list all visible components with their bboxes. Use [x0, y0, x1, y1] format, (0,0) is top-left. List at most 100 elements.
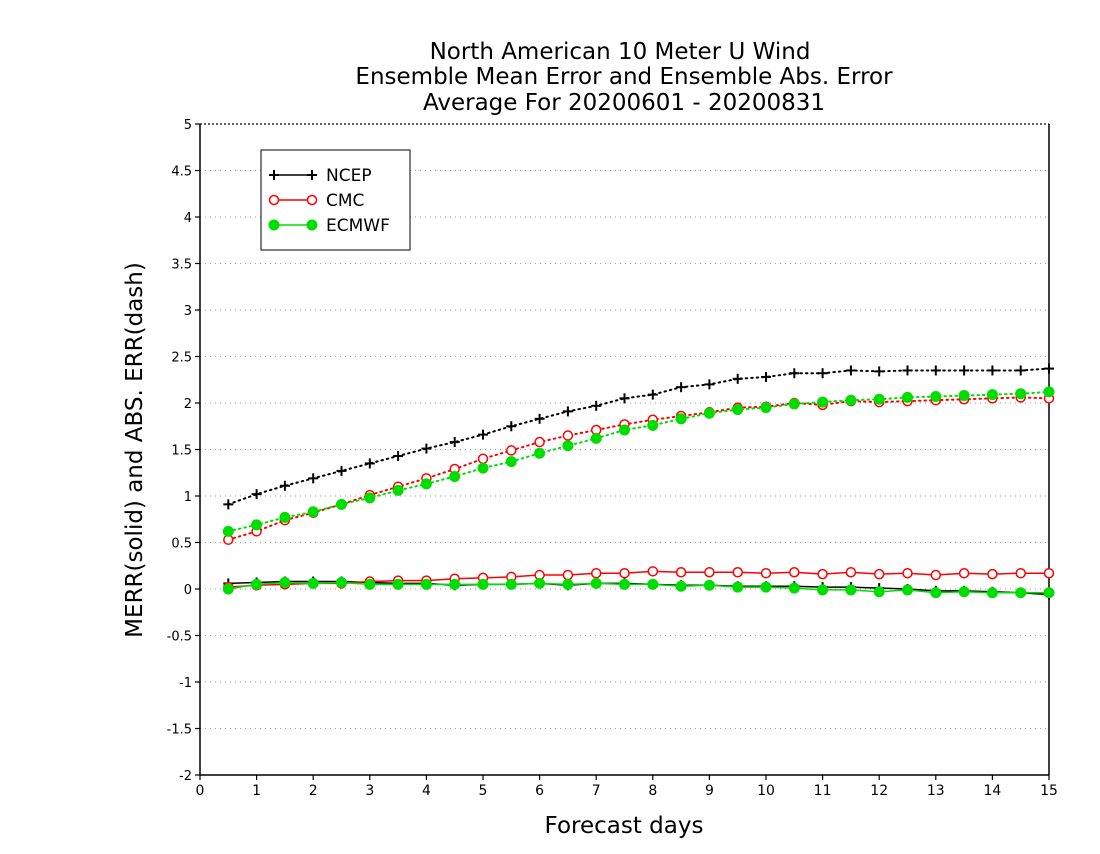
- point-ecmwf-abs-err: [534, 447, 546, 459]
- point-ncep-abs-err: [449, 437, 460, 448]
- point-ecmwf-abs-err: [364, 492, 376, 504]
- point-ecmwf-mean-err: [619, 578, 630, 590]
- x-tick-label: 11: [814, 783, 832, 799]
- y-tick-label: 0: [184, 583, 192, 598]
- point-ecmwf-mean-err: [1043, 587, 1055, 599]
- point-ecmwf-mean-err: [222, 583, 234, 595]
- point-ecmwf-mean-err: [307, 577, 319, 589]
- point-cmc-mean-err: [930, 569, 942, 581]
- point-ncep-abs-err: [817, 368, 828, 379]
- point-ecmwf-abs-err: [930, 390, 942, 402]
- legend-marker-cmc: [306, 194, 318, 206]
- point-ecmwf-abs-err: [619, 424, 630, 436]
- point-cmc-mean-err: [619, 567, 630, 579]
- title-line-1: North American 10 Meter U Wind: [430, 39, 811, 65]
- point-ncep-abs-err: [647, 389, 658, 400]
- point-ecmwf-abs-err: [902, 391, 913, 403]
- point-ecmwf-mean-err: [251, 578, 263, 590]
- point-ncep-abs-err: [591, 400, 602, 411]
- point-cmc-abs-err: [506, 445, 517, 456]
- series-cmc: [223, 392, 1055, 593]
- point-ecmwf-abs-err: [562, 440, 574, 452]
- x-tick-label: 6: [535, 783, 544, 799]
- point-ncep-abs-err: [987, 365, 998, 376]
- series-ncep: [223, 363, 1054, 600]
- point-ecmwf-mean-err: [703, 579, 715, 591]
- y-tick-label: 3.5: [171, 258, 192, 273]
- point-ecmwf-abs-err: [1015, 388, 1027, 400]
- legend: NCEP CMC ECMWF: [260, 149, 411, 251]
- y-tick-label: 0.5: [171, 537, 192, 552]
- point-ecmwf-abs-err: [449, 470, 461, 482]
- point-ncep-abs-err: [336, 465, 347, 476]
- y-tick-label: -0.5: [167, 630, 192, 645]
- point-ecmwf-abs-err: [307, 506, 319, 518]
- point-ecmwf-mean-err: [477, 578, 489, 590]
- point-ecmwf-mean-err: [788, 582, 800, 594]
- point-ncep-abs-err: [1044, 363, 1054, 374]
- y-tick-label: 1.5: [171, 444, 192, 459]
- point-ecmwf-mean-err: [732, 581, 744, 593]
- x-tick-label: 13: [927, 783, 945, 799]
- point-ecmwf-mean-err: [336, 576, 347, 588]
- point-ecmwf-abs-err: [505, 456, 517, 468]
- legend-marker-ecmwf: [268, 219, 280, 231]
- point-ncep-abs-err: [676, 382, 687, 393]
- point-ncep-abs-err: [761, 371, 771, 382]
- point-cmc-mean-err: [987, 568, 998, 580]
- grid: [200, 123, 1049, 729]
- point-ecmwf-mean-err: [449, 578, 461, 590]
- point-ecmwf-mean-err: [279, 576, 291, 588]
- point-ecmwf-mean-err: [590, 577, 602, 589]
- point-ecmwf-abs-err: [958, 390, 970, 402]
- point-cmc-abs-err: [562, 430, 574, 441]
- point-cmc-mean-err: [1043, 567, 1055, 579]
- legend-marker-ncep: [269, 170, 279, 180]
- point-ncep-abs-err: [279, 480, 290, 491]
- point-cmc-mean-err: [845, 567, 857, 578]
- point-ncep-abs-err: [393, 451, 404, 462]
- point-ecmwf-abs-err: [817, 396, 829, 408]
- series-ecmwf: [222, 386, 1055, 599]
- point-ncep-abs-err: [789, 368, 800, 379]
- point-ecmwf-mean-err: [958, 586, 970, 598]
- x-tick-label: 3: [365, 783, 374, 799]
- x-axis-label: Forecast days: [545, 813, 704, 839]
- chart-title: North American 10 Meter U Wind Ensemble …: [355, 39, 893, 116]
- y-tick-label: 2.5: [171, 351, 192, 366]
- point-ecmwf-mean-err: [817, 584, 829, 596]
- legend-item-ecmwf: ECMWF: [268, 216, 390, 236]
- point-ncep-abs-err: [506, 421, 517, 432]
- point-cmc-mean-err: [675, 567, 687, 578]
- plot-series: [222, 363, 1055, 600]
- point-ecmwf-mean-err: [675, 580, 687, 592]
- point-ncep-abs-err: [732, 373, 743, 384]
- point-ncep-abs-err: [930, 365, 941, 376]
- x-tick-label: 2: [309, 783, 318, 799]
- point-ecmwf-mean-err: [505, 578, 517, 590]
- point-cmc-mean-err: [590, 567, 602, 579]
- point-ncep-abs-err: [959, 365, 970, 376]
- point-cmc-mean-err: [562, 569, 574, 581]
- point-ncep-abs-err: [534, 413, 545, 424]
- point-ecmwf-mean-err: [534, 577, 546, 589]
- y-tick-label: 1: [184, 490, 192, 505]
- point-ecmwf-mean-err: [845, 584, 857, 596]
- point-ncep-abs-err: [562, 406, 573, 417]
- legend-item-cmc: CMC: [268, 191, 364, 211]
- point-ncep-abs-err: [478, 429, 488, 440]
- point-ecmwf-abs-err: [703, 407, 715, 419]
- point-ncep-abs-err: [874, 366, 885, 377]
- legend-marker-cmc: [268, 194, 280, 206]
- point-ncep-abs-err: [1015, 365, 1026, 376]
- y-tick-label: 2: [184, 397, 192, 412]
- point-ncep-abs-err: [845, 365, 856, 376]
- point-ecmwf-abs-err: [251, 519, 263, 531]
- point-ecmwf-abs-err: [873, 393, 885, 405]
- point-cmc-mean-err: [902, 567, 913, 579]
- point-cmc-mean-err: [958, 567, 970, 579]
- y-tick-label: 3: [184, 304, 192, 319]
- point-cmc-abs-err: [477, 453, 489, 465]
